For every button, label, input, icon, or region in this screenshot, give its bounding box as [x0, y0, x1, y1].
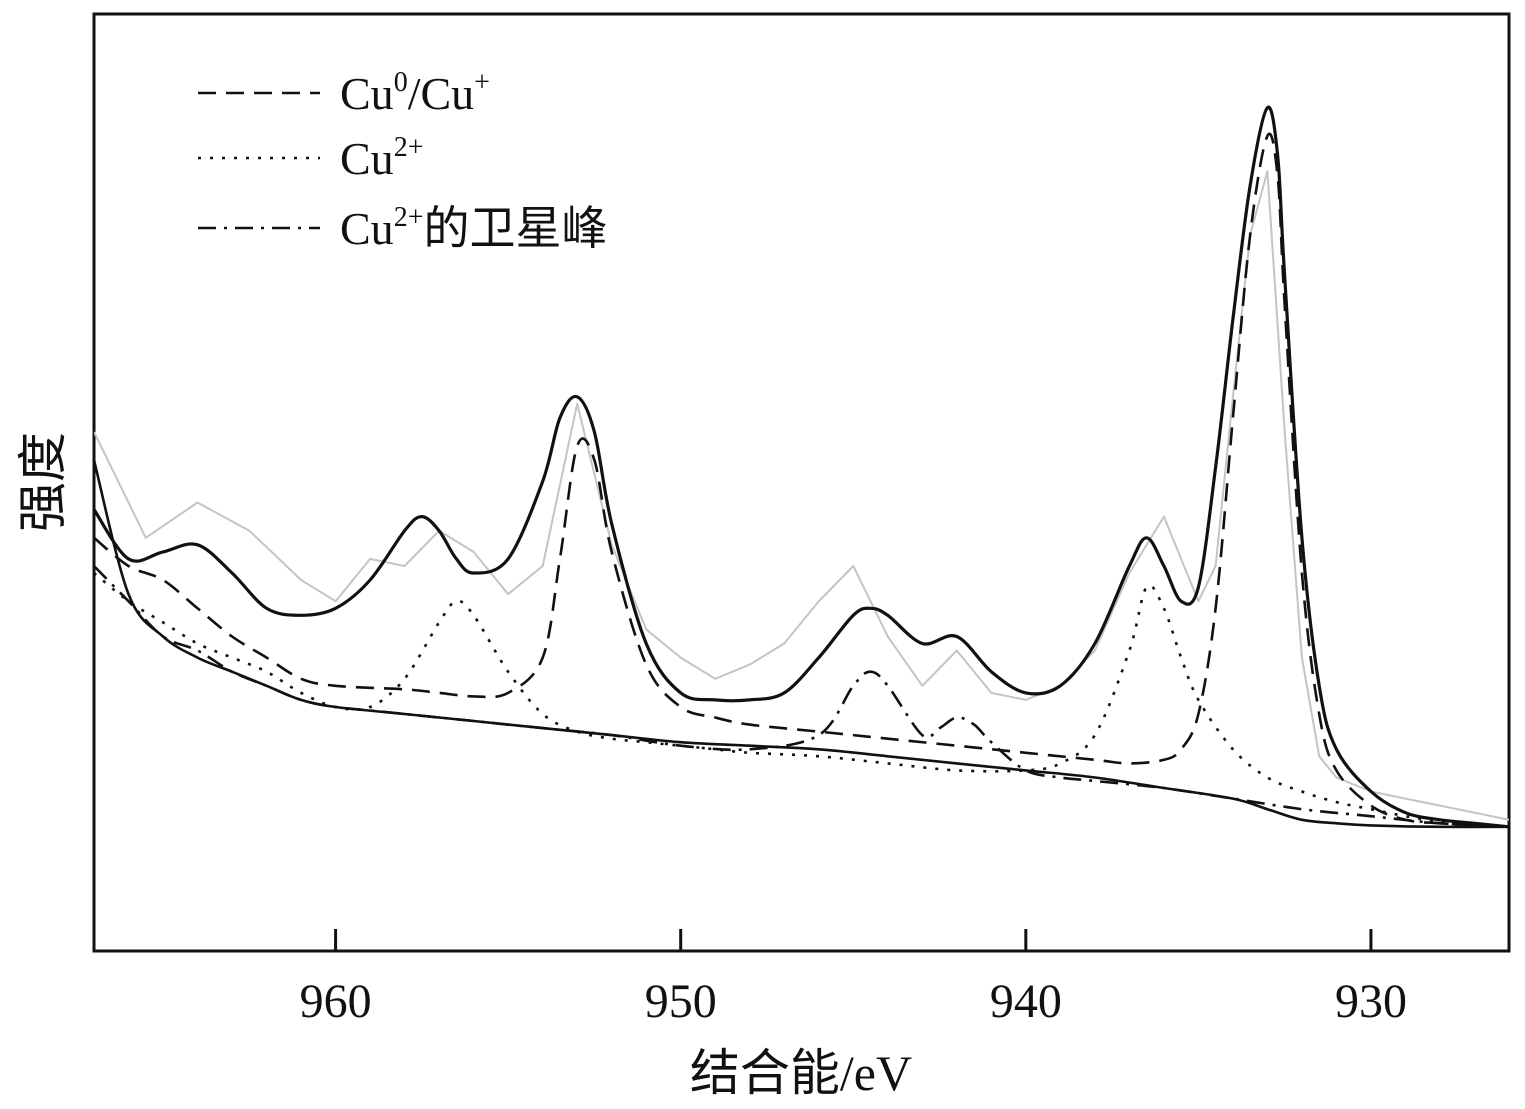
series-raw-0 [94, 170, 1509, 821]
legend-label: Cu2+ [340, 132, 423, 184]
x-tick-label: 930 [1335, 975, 1407, 1028]
x-tick-label: 960 [300, 975, 372, 1028]
series-component-3 [94, 571, 1509, 829]
series-component-2 [94, 132, 1509, 829]
x-axis-label: 结合能/eV [690, 1045, 912, 1101]
series-layer [94, 105, 1509, 829]
x-tick-label: 940 [990, 975, 1062, 1028]
legend-label: Cu2+的卫星峰 [340, 202, 607, 254]
series-component-4 [94, 565, 1509, 829]
x-tick-label: 950 [645, 975, 717, 1028]
legend: Cu0/Cu+ Cu2+ Cu2+的卫星峰 [198, 67, 607, 254]
series-fit_envelope-1 [94, 105, 1509, 829]
plot-frame [92, 12, 1511, 953]
x-axis-ticks: 960 950 940 930 [300, 929, 1407, 1028]
y-axis-label: 强度 [15, 432, 71, 532]
legend-label: Cu0/Cu+ [340, 67, 490, 119]
series-background-5 [94, 459, 1509, 829]
